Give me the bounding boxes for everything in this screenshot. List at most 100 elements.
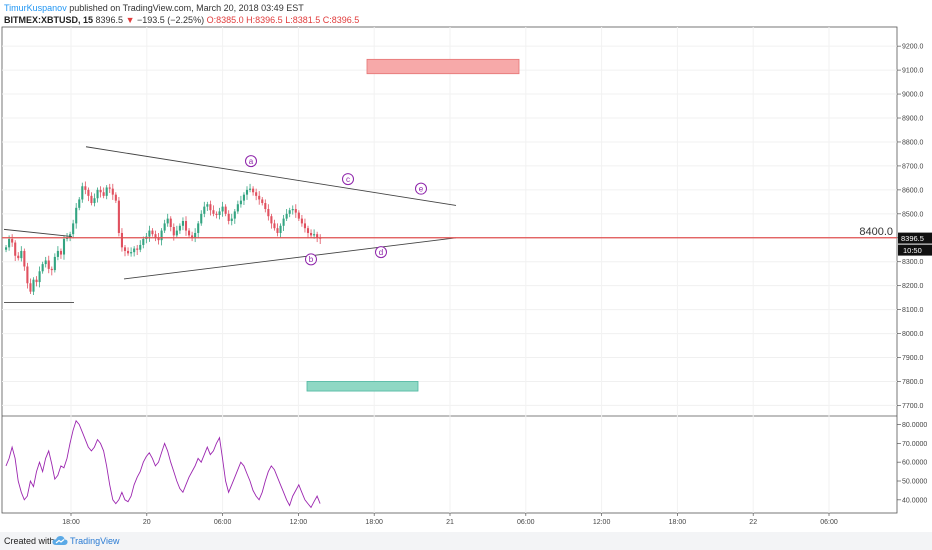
- price-chart[interactable]: 9200.0 9100.0 9000.0 8900.0 8800.0 8700.0 8600…: [0, 0, 932, 532]
- candle-body: [142, 238, 145, 245]
- candle-body: [41, 264, 44, 272]
- candle-body: [267, 209, 270, 217]
- wave-label-circle: [245, 155, 257, 168]
- candle-body: [59, 250, 62, 255]
- candle-body: [62, 238, 66, 255]
- candle-body: [154, 234, 157, 238]
- candle-body: [212, 210, 215, 214]
- candle-body: [197, 223, 200, 233]
- candle-body: [239, 200, 242, 205]
- rsi-tick-label: 70.0000: [902, 441, 927, 448]
- candle-body: [249, 188, 252, 190]
- time-tick-label: 18:00: [669, 519, 687, 526]
- candle-body: [17, 255, 20, 259]
- time-tick-label: 12:00: [290, 519, 308, 526]
- candle-body: [96, 189, 99, 199]
- candle-body: [130, 252, 133, 254]
- candle-body: [297, 212, 300, 219]
- published-text: published on TradingView.com, March 20, …: [69, 3, 304, 13]
- candle-body: [261, 199, 264, 204]
- candle-body: [35, 279, 38, 283]
- candle-body: [14, 242, 17, 256]
- candle-body: [148, 230, 151, 237]
- change-arrow-icon: ▼: [125, 15, 135, 25]
- candle-body: [288, 210, 291, 214]
- candle-body: [123, 247, 127, 251]
- candle-body: [279, 225, 282, 233]
- created-with-text: Created with: [4, 536, 55, 546]
- candle-body: [166, 218, 169, 224]
- price-tick-label: 9000.0: [902, 92, 924, 99]
- price-tick-label: 7700.0: [902, 403, 924, 410]
- candle-body: [188, 230, 191, 236]
- candle-body: [72, 223, 75, 235]
- candle-body: [120, 232, 123, 248]
- candle-body: [78, 199, 81, 208]
- time-tick-label: 22: [749, 519, 757, 526]
- wave-label-circle: [415, 182, 427, 195]
- countdown-label: 10:50: [903, 246, 922, 255]
- rsi-tick-label: 80.0000: [902, 422, 927, 429]
- candle-body: [227, 213, 230, 221]
- candle-body: [50, 268, 53, 271]
- candle-body: [114, 194, 117, 201]
- price-tick-label: 9100.0: [902, 68, 924, 75]
- candle-body: [194, 232, 197, 238]
- candle-body: [127, 250, 130, 254]
- author-link[interactable]: TimurKuspanov: [4, 3, 67, 13]
- candle-body: [75, 207, 78, 224]
- candle-body: [273, 223, 276, 229]
- candle-body: [306, 228, 310, 233]
- candle-body: [181, 221, 184, 226]
- candle-body: [218, 211, 221, 216]
- candle-body: [245, 189, 249, 195]
- candle-body: [175, 230, 178, 236]
- candle-body: [117, 200, 120, 233]
- prior-upper-line: [3, 228, 73, 238]
- triangle-upper-line: [85, 146, 457, 206]
- symbol-label: BITMEX:XBTUSD, 15: [4, 15, 94, 25]
- price-tick-label: 8600.0: [902, 187, 924, 194]
- wave-label: e: [419, 184, 424, 193]
- candle-body: [209, 204, 212, 211]
- price-tick-label: 7800.0: [902, 379, 924, 386]
- candle-body: [258, 195, 261, 200]
- candle-body: [242, 194, 245, 201]
- candle-body: [191, 235, 194, 238]
- candle-body: [29, 283, 32, 292]
- candle-body: [233, 211, 236, 219]
- candle-body: [87, 189, 90, 196]
- candle-body: [8, 238, 11, 248]
- rsi-tick-label: 40.0000: [902, 497, 927, 504]
- tradingview-cloud-icon[interactable]: [52, 535, 68, 546]
- price-tick-label: 8100.0: [902, 307, 924, 314]
- last-price-badge: [898, 232, 932, 244]
- price-tick-label: 8700.0: [902, 163, 924, 170]
- candle-body: [303, 223, 306, 229]
- last-price: 8396.5: [95, 15, 124, 25]
- time-tick-label: 21: [446, 519, 454, 526]
- low-value: L:8381.5: [285, 15, 321, 25]
- candle-body: [230, 218, 233, 221]
- candle-body: [203, 206, 206, 214]
- wave-label-circle: [305, 253, 317, 266]
- candle-body: [90, 195, 93, 204]
- candle-body: [252, 188, 255, 193]
- candle-body: [294, 209, 297, 213]
- candle-body: [139, 244, 142, 250]
- candle-body: [200, 213, 203, 224]
- tradingview-brand[interactable]: TradingView: [70, 536, 120, 546]
- time-tick-label: 06:00: [820, 519, 838, 526]
- header-line-2: BITMEX:XBTUSD, 15 8396.5 ▼ −193.5 (−2.25…: [4, 14, 359, 26]
- candle-body: [264, 203, 267, 210]
- candle-body: [157, 237, 160, 241]
- candle-body: [53, 256, 56, 271]
- candle-body: [136, 248, 139, 250]
- candle-body: [221, 206, 224, 212]
- candle-body: [163, 223, 166, 231]
- time-tick-label: 20: [143, 519, 151, 526]
- candle-body: [300, 218, 303, 224]
- chart-header: TimurKuspanov published on TradingView.c…: [4, 2, 359, 26]
- wave-label-circle: [375, 246, 387, 259]
- candle-body: [93, 198, 96, 204]
